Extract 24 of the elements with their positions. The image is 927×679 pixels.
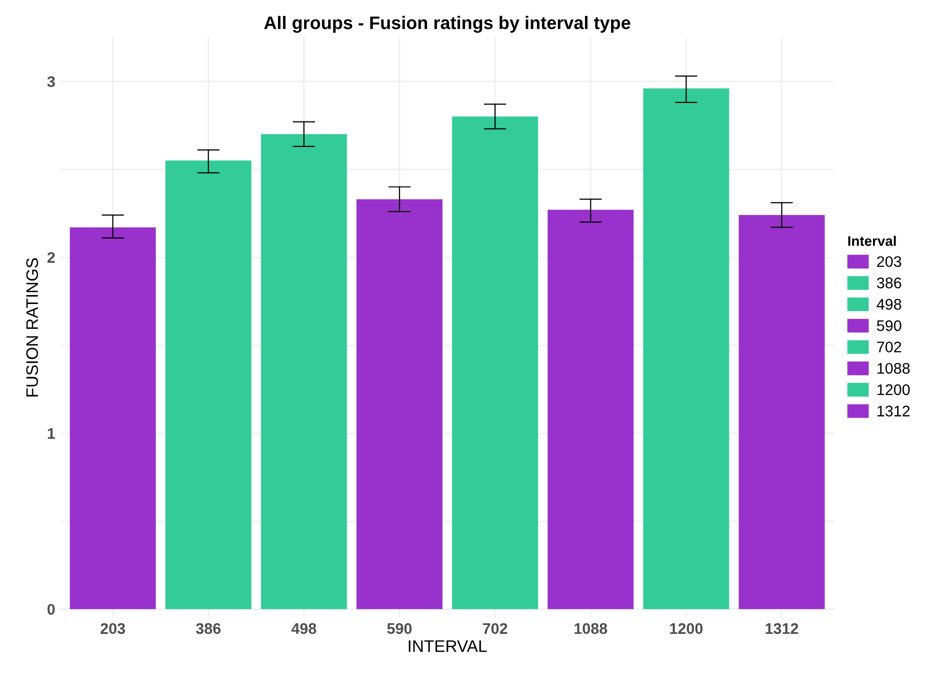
- legend-label: 590: [876, 320, 902, 332]
- legend-label: 1200: [878, 384, 910, 396]
- y-tick-label: 2: [47, 252, 55, 263]
- x-tick-label: 1312: [766, 623, 798, 634]
- legend-label: 386: [876, 278, 902, 288]
- x-tick-label: 203: [100, 623, 126, 634]
- x-tick-label: 1088: [574, 623, 608, 634]
- x-tick-label: 1200: [670, 623, 703, 634]
- legend-label: 203: [877, 256, 902, 268]
- x-tick-label: 386: [196, 623, 221, 634]
- x-axis-title: INTERVAL: [408, 640, 487, 652]
- legend-title: Interval: [848, 236, 896, 246]
- y-axis-title: FUSION RATINGS: [26, 258, 38, 396]
- y-tick-label: 3: [47, 76, 55, 88]
- legend-label: 702: [877, 342, 902, 352]
- y-tick-label: 0: [48, 604, 55, 615]
- legend-label: 1088: [878, 362, 910, 374]
- x-tick-label: 498: [291, 623, 316, 634]
- y-tick-label: 1: [48, 428, 55, 439]
- chart-title: All groups - Fusion ratings by interval type: [264, 16, 630, 33]
- x-tick-label: 702: [482, 623, 508, 634]
- x-tick-label: 590: [387, 623, 412, 634]
- legend-label: 498: [876, 298, 902, 310]
- legend-label: 1312: [878, 406, 910, 416]
